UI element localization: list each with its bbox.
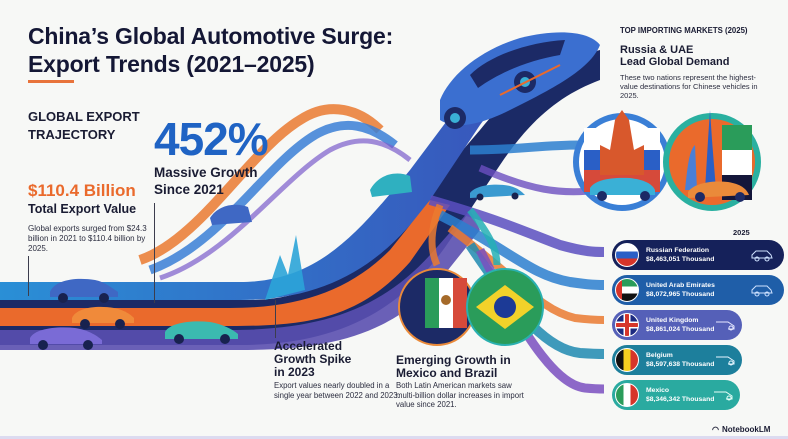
title-line-1: China’s Global Automotive Surge: <box>28 23 394 49</box>
kremlin-badge-icon <box>573 110 671 211</box>
market-country: United Kingdom <box>646 317 699 324</box>
car-blue <box>50 278 118 303</box>
market-value: $8,597,638 Thousand <box>646 361 715 368</box>
markets-subheading-line-2: Lead Global Demand <box>620 56 730 68</box>
leader-line-growth <box>154 203 155 303</box>
spike-heading-line-1: Accelerated <box>274 339 343 353</box>
market-value: $8,463,051 Thousand <box>646 256 715 263</box>
market-pill-uae: United Arab Emirates $8,072,965 Thousand <box>612 275 784 305</box>
car-orange <box>72 306 134 329</box>
bottom-bar <box>0 436 788 439</box>
spike-heading-line-3: in 2023 <box>274 365 315 379</box>
growth-label-line-2: Since 2021 <box>154 182 224 197</box>
latam-description: Both Latin American markets saw multi-bi… <box>396 381 524 410</box>
markets-subheading: Russia & UAE Lead Global Demand <box>620 44 780 68</box>
trajectory-heading-line-1: GLOBAL EXPORT <box>28 109 140 124</box>
belgium-flag-icon <box>615 348 639 372</box>
trajectory-heading: GLOBAL EXPORT TRAJECTORY <box>28 108 168 144</box>
trajectory-heading-line-2: TRAJECTORY <box>28 127 116 142</box>
mexico-flag-icon <box>615 383 639 407</box>
notebooklm-logo-icon: ◠ <box>712 425 719 434</box>
uk-flag-icon <box>615 313 639 337</box>
car-purple <box>30 327 102 350</box>
hero-car <box>440 32 600 129</box>
suv-icon <box>751 250 773 262</box>
sports-car-icon <box>714 391 733 401</box>
mexico-badge-icon <box>398 268 476 346</box>
market-value: $8,072,965 Thousand <box>646 291 715 298</box>
title-underline <box>28 80 74 83</box>
market-value: $8,861,024 Thousand <box>646 326 715 333</box>
page-title: China’s Global Automotive Surge: Export … <box>28 22 468 78</box>
market-country: Mexico <box>646 387 670 394</box>
markets-heading: TOP IMPORTING MARKETS (2025) <box>620 26 748 35</box>
russia-flag-icon <box>615 243 639 267</box>
markets-subheading-line-1: Russia & UAE <box>620 44 694 56</box>
leader-line-total <box>28 256 29 296</box>
spike-heading-line-2: Growth Spike <box>274 352 352 366</box>
market-country: Russian Federation <box>646 247 710 254</box>
total-export-value: $110.4 Billion <box>28 181 136 200</box>
growth-percent: 452% <box>154 113 269 165</box>
brazil-badge-icon <box>466 268 544 346</box>
title-line-2: Export Trends (2021–2025) <box>28 51 315 77</box>
latam-heading: Emerging Growth in Mexico and Brazil <box>396 354 546 380</box>
total-export-description: Global exports surged from $24.3 billion… <box>28 224 147 253</box>
market-pill-belgium: Belgium $8,597,638 Thousand <box>612 345 742 375</box>
markets-description: These two nations represent the highest-… <box>620 73 758 100</box>
market-pill-russia: Russian Federation $8,463,051 Thousand <box>612 240 784 270</box>
car-small-mid <box>470 184 525 201</box>
markets-year-label: 2025 <box>733 228 750 237</box>
growth-label-line-1: Massive Growth <box>154 165 258 180</box>
leader-line-spike <box>275 300 276 338</box>
brand-name: NotebookLM <box>721 425 771 434</box>
latam-heading-line-2: Mexico and Brazil <box>396 366 498 380</box>
suv-icon <box>751 285 773 297</box>
sports-car-icon <box>716 321 735 331</box>
market-value: $8,346,342 Thousand <box>646 396 715 403</box>
burj-khalifa-badge-icon <box>663 110 761 211</box>
spike-heading: Accelerated Growth Spike in 2023 <box>274 340 394 379</box>
market-country: Belgium <box>646 352 673 359</box>
car-blue-2 <box>210 204 252 225</box>
car-teal-2 <box>370 173 412 197</box>
total-export-label: Total Export Value <box>28 202 137 216</box>
market-country: United Arab Emirates <box>646 282 715 289</box>
brand-mark: ◠ NotebookLM <box>712 425 770 434</box>
growth-label: Massive Growth Since 2021 <box>154 164 294 198</box>
market-pill-mexico: Mexico $8,346,342 Thousand <box>612 380 740 410</box>
market-pill-uk: United Kingdom $8,861,024 Thousand <box>612 310 742 340</box>
car-teal <box>165 321 238 344</box>
uae-flag-icon <box>615 278 639 302</box>
sports-car-icon <box>716 356 735 366</box>
spike-description: Export values nearly doubled in a single… <box>274 381 400 400</box>
latam-heading-line-1: Emerging Growth in <box>396 353 511 367</box>
